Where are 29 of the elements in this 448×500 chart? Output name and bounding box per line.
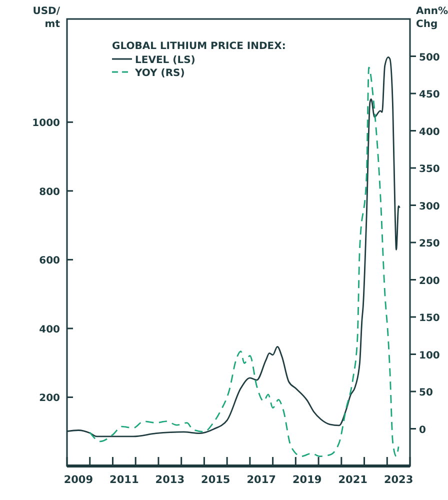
y-axis-title: USD/ mt: [32, 6, 60, 30]
y2-tick-label: 400: [419, 126, 440, 138]
y2-tick-label: 300: [419, 201, 440, 212]
x-tick-label: 2013: [155, 474, 185, 486]
y2-tick-label: 450: [419, 90, 440, 100]
y2-tick-label: 350: [419, 164, 440, 175]
x-tick-label: 2011: [110, 474, 139, 486]
y-tick-label: 400: [39, 324, 60, 336]
y2-tick-label: 250: [419, 238, 440, 250]
y-tick-label: 800: [39, 186, 60, 198]
y2-tick-label: 500: [419, 52, 440, 64]
x-tick-label: 2023: [384, 474, 414, 486]
y-tick-label: 600: [39, 256, 60, 267]
x-tick-label: 2009: [64, 474, 94, 486]
x-tick-label: 2021: [338, 474, 368, 486]
x-tick-label: 2015: [201, 474, 230, 486]
y2-tick-label: 0: [419, 424, 426, 436]
y2-tick-label: 50: [419, 388, 433, 398]
y-tick-label: 1000: [32, 118, 60, 130]
y2-tick-label: 100: [419, 350, 440, 362]
x-tick-label: 2019: [292, 474, 322, 486]
legend-label: LEVEL (LS): [135, 55, 196, 66]
y2-tick-label: 200: [419, 276, 440, 287]
x-tick-label: 2017: [246, 474, 276, 486]
legend-label: YOY (RS): [134, 68, 185, 79]
y2-axis-title: Ann% Chg: [416, 6, 448, 30]
y2-tick-label: 150: [419, 313, 440, 324]
legend-title: GLOBAL LITHIUM PRICE INDEX:: [112, 41, 286, 52]
y-tick-label: 200: [39, 393, 60, 404]
